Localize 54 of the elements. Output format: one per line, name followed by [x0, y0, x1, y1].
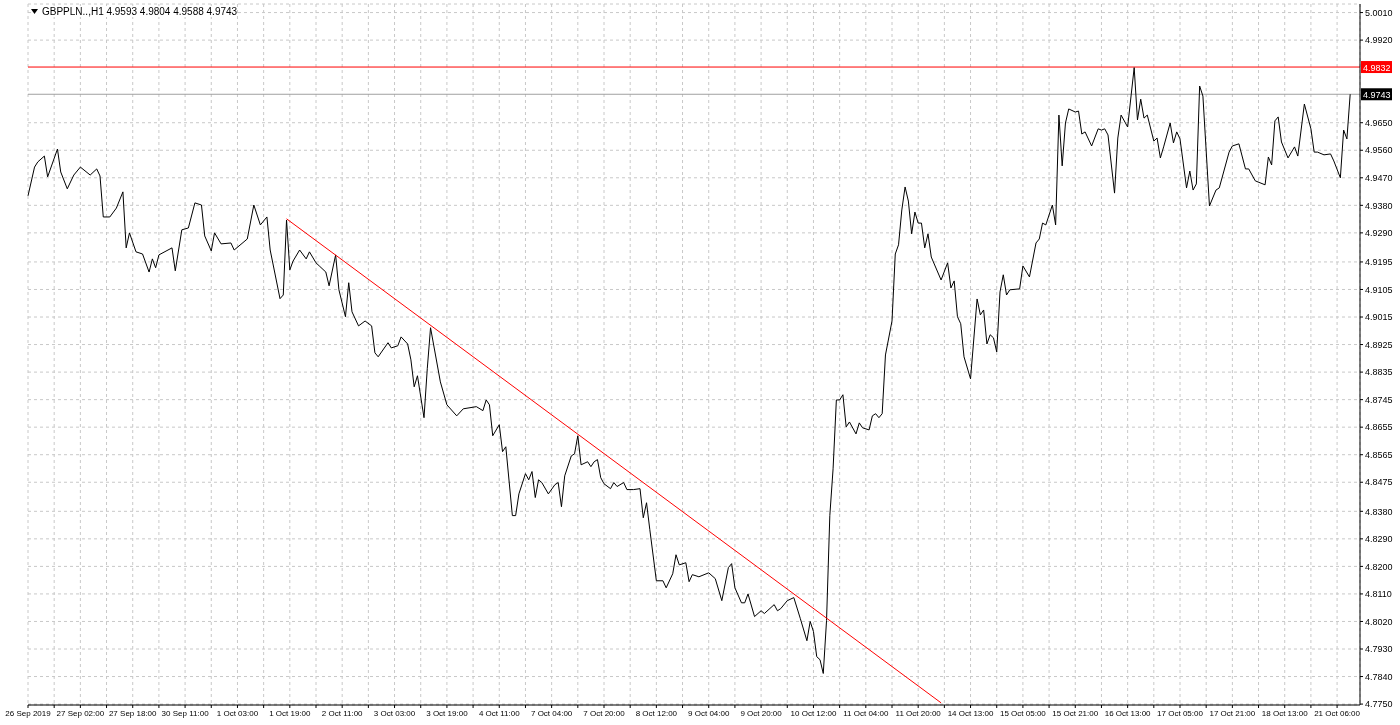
x-tick-label: 1 Oct 19:00	[269, 708, 312, 718]
chart-title: GBPPLN..,H1 4.9593 4.9804 4.9588 4.9743	[42, 6, 238, 17]
y-tick-label: 4.9105	[1365, 284, 1393, 295]
y-tick-label: 4.8110	[1365, 589, 1392, 600]
line-series	[27, 67, 1351, 674]
y-tick-label: 4.9290	[1365, 228, 1393, 239]
x-tick-label: 15 Oct 21:00	[1052, 708, 1099, 718]
x-tick-label: 10 Oct 12:00	[790, 708, 837, 718]
y-tick-label: 4.9920	[1365, 35, 1393, 46]
x-tick-label: 16 Oct 13:00	[1104, 708, 1152, 718]
y-tick-label: 4.8655	[1365, 422, 1393, 433]
ref-line-label: 4.9832	[1363, 62, 1391, 73]
y-tick-label: 4.9470	[1365, 172, 1393, 183]
y-tick-label: 4.8290	[1365, 534, 1393, 545]
x-tick-label: 11 Oct 20:00	[895, 708, 942, 718]
y-tick-label: 4.7840	[1365, 671, 1393, 682]
x-tick-label: 7 Oct 04:00	[530, 708, 573, 718]
x-tick-label: 26 Sep 2019	[5, 708, 52, 718]
x-tick-label: 21 Oct 06:00	[1314, 708, 1361, 718]
y-tick-label: 4.7750	[1365, 699, 1393, 710]
y-tick-label: 4.8380	[1365, 506, 1393, 517]
y-tick-label: 4.8200	[1365, 561, 1393, 572]
y-tick-label: 4.9650	[1365, 117, 1393, 128]
y-tick-label: 4.9380	[1365, 200, 1393, 211]
x-tick-label: 17 Oct 05:00	[1157, 708, 1204, 718]
x-tick-label: 11 Oct 04:00	[843, 708, 889, 718]
y-tick-label: 4.8745	[1365, 394, 1393, 405]
x-tick-label: 14 Oct 13:00	[947, 708, 994, 718]
x-tick-label: 9 Oct 20:00	[740, 708, 783, 718]
y-tick-label: 5.0010	[1365, 7, 1393, 18]
y-tick-label: 4.8925	[1365, 339, 1393, 350]
ref-line-label: 4.9743	[1363, 89, 1391, 100]
x-tick-label: 2 Oct 11:00	[321, 708, 364, 718]
x-tick-label: 9 Oct 04:00	[688, 708, 730, 718]
y-tick-label: 4.9195	[1365, 257, 1393, 268]
x-tick-label: 15 Oct 05:00	[1000, 708, 1047, 718]
x-tick-label: 4 Oct 11:00	[478, 708, 521, 718]
x-tick-label: 30 Sep 11:00	[161, 708, 210, 718]
x-tick-label: 3 Oct 03:00	[373, 708, 416, 718]
x-tick-label: 7 Oct 20:00	[583, 708, 626, 718]
y-tick-label: 4.8835	[1365, 367, 1393, 378]
x-tick-label: 8 Oct 12:00	[635, 708, 678, 718]
x-tick-label: 18 Oct 13:00	[1261, 708, 1309, 718]
x-tick-label: 1 Oct 03:00	[216, 708, 259, 718]
y-tick-label: 4.9015	[1365, 312, 1393, 323]
y-tick-label: 4.8565	[1365, 449, 1393, 460]
y-tick-label: 4.7930	[1365, 644, 1393, 655]
y-tick-label: 4.8475	[1365, 477, 1393, 488]
x-tick-label: 27 Sep 02:00	[56, 708, 105, 718]
y-tick-label: 4.9560	[1365, 145, 1393, 156]
y-tick-label: 4.8020	[1365, 616, 1393, 627]
x-tick-label: 3 Oct 19:00	[426, 708, 469, 718]
x-tick-label: 17 Oct 21:00	[1209, 708, 1256, 718]
x-tick-label: 27 Sep 18:00	[108, 708, 158, 718]
